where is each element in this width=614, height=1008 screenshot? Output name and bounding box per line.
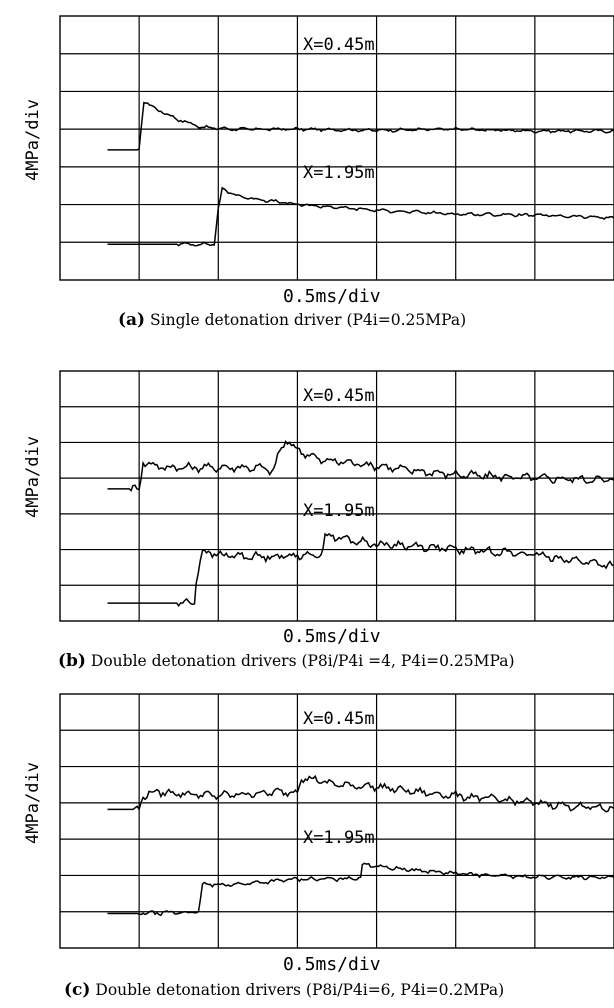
pressure-trace-x-1.95m xyxy=(107,186,614,247)
plot-frame xyxy=(59,15,614,281)
x-axis-label-b: 0.5ms/div xyxy=(283,626,381,647)
y-axis-label-b: 4MPa/div xyxy=(23,436,43,518)
trace-annotation: X=1.95m xyxy=(303,828,375,848)
caption-letter-c: (c) xyxy=(64,980,91,1000)
pressure-trace-x-0.45m xyxy=(107,774,614,813)
pressure-trace-x-0.45m xyxy=(107,440,614,492)
pressure-trace-x-1.95m xyxy=(107,862,614,917)
pressure-trace-x-1.95m xyxy=(107,532,614,607)
caption-a: (a) Single detonation driver (P4i=0.25MP… xyxy=(118,310,466,330)
oscilloscope-plot-b: X=0.45m X=1.95m xyxy=(59,370,614,622)
caption-letter-b: (b) xyxy=(58,651,86,671)
plot-frame xyxy=(59,693,614,949)
panel-a: X=0.45m X=1.95m 4MPa/div 0.5ms/div (a) Si… xyxy=(0,0,614,336)
caption-text-c: Double detonation drivers (P8i/P4i=6, P4… xyxy=(95,981,505,999)
x-axis-label-c: 0.5ms/div xyxy=(283,954,381,975)
caption-text-a: Single detonation driver (P4i=0.25MPa) xyxy=(150,311,467,329)
trace-annotation: X=0.45m xyxy=(303,386,375,406)
y-axis-label-c: 4MPa/div xyxy=(23,762,43,844)
caption-b: (b) Double detonation drivers (P8i/P4i =… xyxy=(58,651,515,671)
trace-annotation: X=1.95m xyxy=(303,501,375,521)
oscilloscope-plot-c: X=0.45m X=1.95m xyxy=(59,693,614,949)
trace-annotation: X=1.95m xyxy=(303,163,375,183)
caption-text-b: Double detonation drivers (P8i/P4i =4, P… xyxy=(90,652,515,670)
caption-letter-a: (a) xyxy=(118,310,146,330)
trace-annotation: X=0.45m xyxy=(303,35,375,55)
pressure-trace-x-0.45m xyxy=(107,101,614,151)
panel-b: X=0.45m X=1.95m 4MPa/div 0.5ms/div (b) Do… xyxy=(0,364,614,682)
plot-frame xyxy=(59,370,614,622)
trace-annotation: X=0.45m xyxy=(303,709,375,729)
oscilloscope-plot-a: X=0.45m X=1.95m xyxy=(59,15,614,281)
y-axis-label-a: 4MPa/div xyxy=(23,99,43,181)
caption-c: (c) Double detonation drivers (P8i/P4i=6… xyxy=(64,980,504,1000)
panel-c: X=0.45m X=1.95m 4MPa/div 0.5ms/div (c) Do… xyxy=(0,686,614,1008)
x-axis-label-a: 0.5ms/div xyxy=(283,286,381,307)
